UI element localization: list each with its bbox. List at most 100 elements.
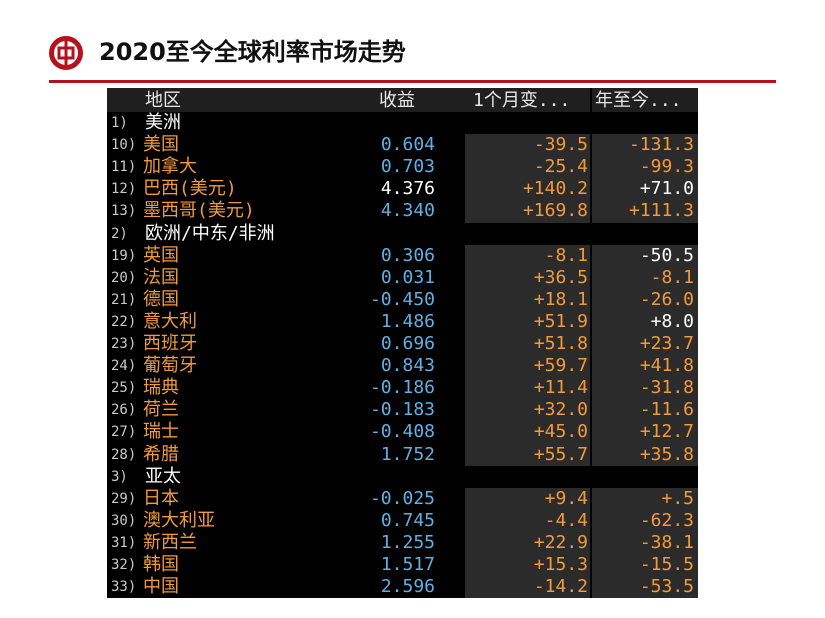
section-band — [465, 112, 698, 135]
country-name[interactable]: 墨西哥(美元) — [143, 200, 255, 222]
yield-value: 4.376 — [380, 178, 435, 200]
chg-1m-value: -14.2 — [533, 576, 588, 598]
section-index: 1) — [111, 115, 128, 131]
country-name[interactable]: 瑞典 — [143, 377, 179, 399]
title-divider — [49, 80, 776, 83]
chg-1m-value: +18.1 — [533, 288, 588, 310]
row-number: 33) — [111, 579, 137, 596]
section-band — [465, 465, 698, 488]
ytd-column-shade — [592, 112, 698, 598]
yield-value: 4.340 — [380, 200, 435, 222]
chg-1m-value: +22.9 — [533, 531, 588, 553]
ytd-value: +71.0 — [639, 178, 694, 200]
chg-1m-value: +15.3 — [533, 554, 588, 575]
ytd-value: +23.7 — [639, 333, 694, 354]
chg-1m-value: +55.7 — [533, 443, 588, 465]
chg-1m-value: -39.5 — [533, 134, 588, 156]
row-number: 31) — [111, 534, 137, 551]
yield-value: -0.025 — [369, 487, 435, 509]
country-name[interactable]: 葡萄牙 — [143, 355, 197, 377]
section-title[interactable]: 美洲 — [145, 112, 181, 133]
chg-1m-value: +11.4 — [533, 377, 588, 399]
country-name[interactable]: 澳大利亚 — [143, 509, 215, 531]
country-name[interactable]: 加拿大 — [143, 156, 197, 178]
row-number: 24) — [111, 358, 137, 375]
chg-1m-value: +59.7 — [533, 355, 588, 377]
ytd-value: -62.3 — [639, 509, 694, 531]
country-name[interactable]: 日本 — [143, 487, 179, 509]
row-number: 19) — [111, 247, 137, 264]
chg-1m-value: +9.4 — [544, 487, 588, 509]
header-chg-1m[interactable]: 1个月变... — [473, 90, 571, 111]
header-yield[interactable]: 收益 — [379, 90, 415, 111]
yield-value: 1.752 — [380, 443, 435, 465]
section-title[interactable]: 欧洲/中东/非洲 — [145, 222, 275, 244]
ytd-value: +111.3 — [628, 200, 694, 222]
row-number: 20) — [111, 269, 137, 286]
country-name[interactable]: 中国 — [143, 576, 179, 598]
ytd-value: -99.3 — [639, 156, 694, 178]
rates-table: 地区 收益 1个月变... 年至今... 1) 美洲 10) 美国 0.604 -39.5… — [107, 88, 698, 598]
ytd-value: -26.0 — [639, 288, 694, 310]
country-name[interactable]: 德国 — [143, 288, 179, 310]
country-name[interactable]: 英国 — [143, 244, 179, 266]
ytd-value: -38.1 — [639, 531, 694, 553]
row-number: 13) — [111, 203, 137, 220]
chg-1m-value: +45.0 — [533, 421, 588, 443]
country-name[interactable]: 韩国 — [143, 554, 179, 575]
row-number: 29) — [111, 490, 137, 507]
row-number: 30) — [111, 512, 137, 529]
ytd-value: +8.0 — [650, 310, 694, 332]
chg-column-shade — [465, 112, 590, 598]
yield-value: 0.703 — [380, 156, 435, 178]
chg-1m-value: +32.0 — [533, 399, 588, 421]
ytd-value: -53.5 — [639, 576, 694, 598]
yield-value: 0.745 — [380, 509, 435, 531]
section-title[interactable]: 亚太 — [145, 465, 181, 487]
country-name[interactable]: 法国 — [143, 266, 179, 288]
row-number: 23) — [111, 336, 137, 352]
country-name[interactable]: 荷兰 — [143, 399, 179, 421]
row-number: 10) — [111, 137, 137, 154]
yield-value: 0.843 — [380, 355, 435, 377]
yield-value: 0.031 — [380, 266, 435, 288]
yield-value: -0.186 — [369, 377, 435, 399]
yield-value: 0.604 — [380, 134, 435, 156]
chg-1m-value: -25.4 — [533, 156, 588, 178]
ytd-value: -15.5 — [639, 554, 694, 575]
row-number: 21) — [111, 291, 137, 308]
ytd-value: +12.7 — [639, 421, 694, 443]
yield-value: 1.517 — [380, 554, 435, 575]
row-number: 12) — [111, 181, 137, 198]
ytd-value: -8.1 — [650, 266, 694, 288]
yield-value: 2.596 — [380, 576, 435, 598]
country-name[interactable]: 希腊 — [143, 443, 179, 465]
country-name[interactable]: 新西兰 — [143, 531, 197, 553]
chg-1m-value: -8.1 — [544, 244, 588, 266]
country-name[interactable]: 西班牙 — [143, 333, 197, 354]
row-number: 25) — [111, 380, 137, 397]
section-index: 2) — [111, 225, 128, 242]
header-ytd[interactable]: 年至今... — [595, 90, 682, 111]
slide-header: 2020至今全球利率市场走势 — [0, 0, 825, 90]
chg-1m-value: -4.4 — [544, 509, 588, 531]
column-divider — [590, 88, 592, 598]
page-title: 2020至今全球利率市场走势 — [99, 38, 406, 66]
ytd-value: +41.8 — [639, 355, 694, 377]
country-name[interactable]: 巴西(美元) — [143, 178, 237, 200]
yield-value: 0.306 — [380, 244, 435, 266]
ytd-value: +.5 — [661, 487, 694, 509]
yield-value: 1.486 — [380, 310, 435, 332]
bank-of-china-logo-icon — [49, 36, 83, 70]
chg-1m-value: +51.8 — [533, 333, 588, 354]
ytd-value: -131.3 — [628, 134, 694, 156]
row-number: 11) — [111, 159, 137, 176]
country-name[interactable]: 美国 — [143, 134, 179, 156]
ytd-value: -50.5 — [639, 244, 694, 266]
row-number: 28) — [111, 446, 137, 463]
chg-1m-value: +36.5 — [533, 266, 588, 288]
header-region[interactable]: 地区 — [145, 90, 181, 111]
row-number: 27) — [111, 424, 137, 441]
country-name[interactable]: 意大利 — [143, 310, 197, 332]
country-name[interactable]: 瑞士 — [143, 421, 179, 443]
